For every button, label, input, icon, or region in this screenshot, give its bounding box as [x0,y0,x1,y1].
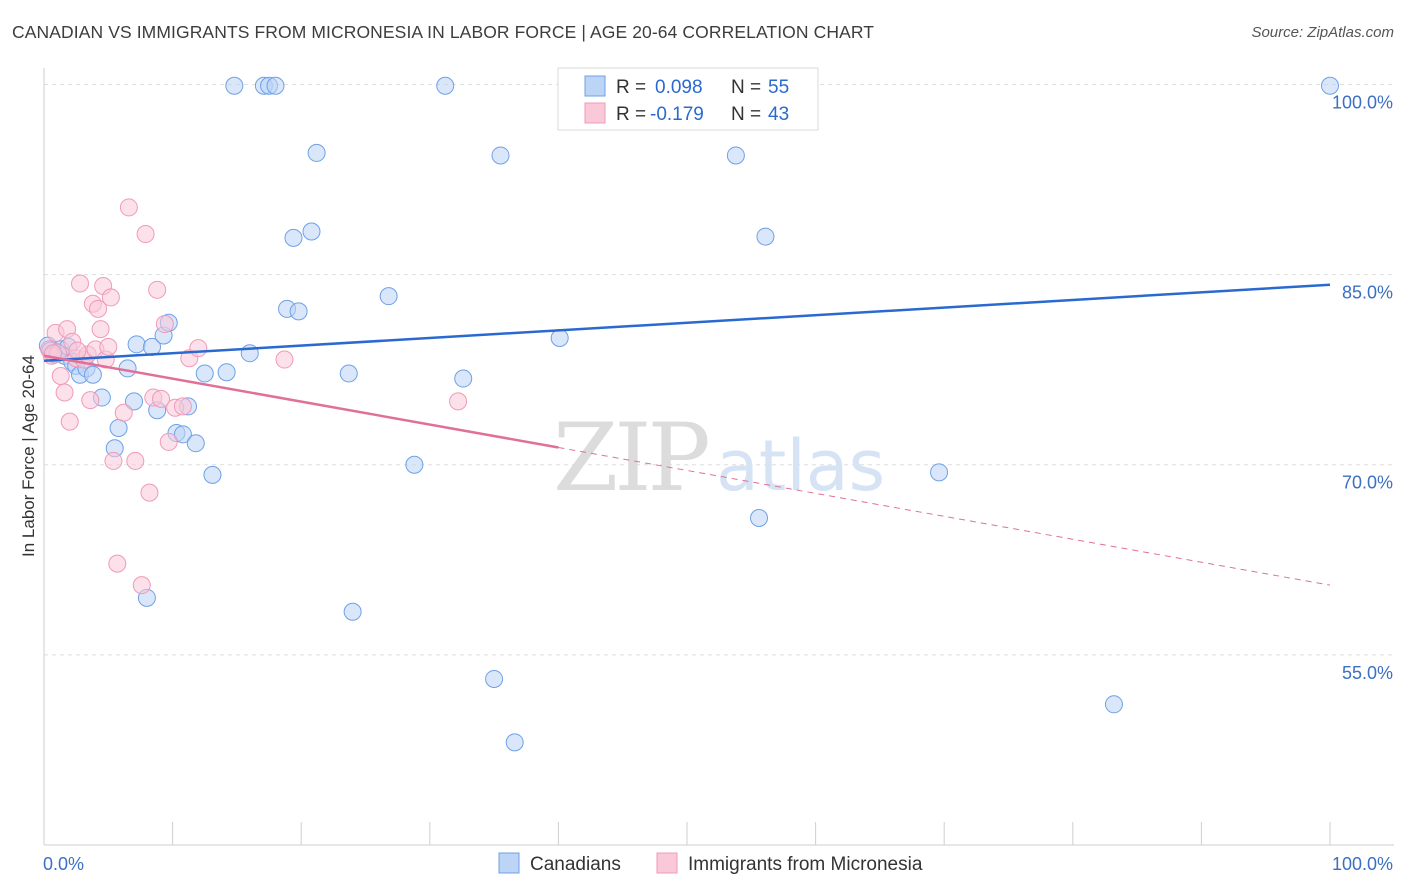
micronesia-point-24 [114,403,133,422]
micronesia-point-31 [148,280,167,299]
bottom-legend-label-canadians: Canadians [530,854,621,875]
micronesia-point-5 [55,383,74,402]
micronesia-point-27 [132,576,151,595]
micronesia-point-32 [152,389,171,408]
canadians-point-50 [726,146,745,165]
micronesia-point-20 [99,337,118,356]
micronesia-point-39 [275,350,294,369]
y-tick-label-1: 70.0% [1342,473,1393,493]
canadians-point-26 [186,434,205,453]
canadians-point-38 [302,222,321,241]
micronesia-point-40 [449,392,468,411]
canadians-trend-line [43,283,1331,363]
micronesia-point-34 [159,432,178,451]
micronesia-point-36 [173,397,192,416]
legend-r-value-micronesia: -0.179 [650,104,704,125]
legend-r-value-canadians: 0.098 [655,77,703,98]
micronesia-point-4 [51,367,70,386]
legend-swatch-canadians [584,75,606,97]
y-axis-title: In Labor Force | Age 20-64 [19,355,38,557]
canadians-point-29 [217,363,236,382]
zipatlas-watermark: ZIP atlas [553,404,885,513]
canadians-point-54 [1104,695,1123,714]
canadians-point-46 [485,669,504,688]
canadians-point-30 [225,76,244,95]
legend-n-label-canadians: N = [731,77,761,98]
trend-lines [43,283,1331,586]
canadians-point-45 [454,369,473,388]
canadians-point-42 [379,287,398,306]
axes [43,68,1394,846]
canadians-point-24 [173,425,192,444]
x-tick-label-0: 0.0% [43,854,84,874]
canadians-point-11 [83,365,102,384]
y-tick-labels: 55.0% 70.0% 85.0% 100.0% [1332,92,1393,682]
canadians-point-52 [756,227,775,246]
x-tick-labels: 0.0% 100.0% [43,854,1393,874]
chart-source: Source: ZipAtlas.com [1251,24,1394,41]
canadians-point-43 [405,455,424,474]
micronesia-point-16 [89,299,108,318]
watermark-zip: ZIP [553,404,707,513]
canadians-point-17 [127,335,146,354]
legend-n-value-canadians: 55 [768,77,789,98]
canadians-point-49 [550,328,569,347]
micronesia-point-26 [126,451,145,470]
canadians-point-39 [307,143,326,162]
canadians-point-47 [491,146,510,165]
canadians-point-27 [195,364,214,383]
bottom-legend-swatch-canadians [498,852,520,874]
micronesia-point-13 [81,391,100,410]
micronesia-point-22 [104,451,123,470]
micronesia-point-28 [136,225,155,244]
micronesia-point-29 [140,483,159,502]
canadians-point-36 [284,228,303,247]
canadians-point-55 [1321,76,1339,95]
canadians-point-51 [750,508,769,527]
stats-legend: R = 0.098 N = 55 R = -0.179 N = 43 [557,67,819,131]
data-points [38,76,1339,752]
watermark-atlas: atlas [716,425,885,507]
canadians-point-40 [339,364,358,383]
legend-r-label-micronesia: R = [616,104,646,125]
y-tick-label-3: 100.0% [1332,92,1393,112]
canadians-point-16 [125,392,144,411]
micronesia-point-7 [60,412,79,431]
legend-swatch-micronesia [584,102,606,124]
bottom-legend-swatch-micronesia [656,852,678,874]
canadians-point-53 [930,463,949,482]
y-tick-label-0: 55.0% [1342,663,1393,683]
micronesia-point-23 [108,554,127,573]
micronesia-point-25 [119,198,138,217]
y-tick-label-2: 85.0% [1342,283,1393,303]
micronesia-point-42 [68,341,87,360]
micronesia-point-17 [91,320,110,339]
micronesia-point-33 [155,315,174,334]
micronesia-trend-line-extension [558,447,1331,586]
legend-r-label-canadians: R = [616,77,646,98]
chart-title: CANADIAN VS IMMIGRANTS FROM MICRONESIA I… [12,22,875,42]
canadians-point-41 [343,602,362,621]
series-legend: Canadians Immigrants from Micronesia [498,852,923,875]
canadians-point-34 [266,76,285,95]
canadians-point-28 [203,465,222,484]
micronesia-point-10 [71,274,90,293]
x-ticks [43,822,1331,845]
canadians-point-48 [505,733,524,752]
canadians-point-44 [436,76,455,95]
micronesia-point-21 [101,288,120,307]
canadians-point-14 [109,418,128,437]
bottom-legend-label-micronesia: Immigrants from Micronesia [688,854,923,875]
legend-n-value-micronesia: 43 [768,104,789,125]
canadians-point-37 [289,302,308,321]
x-tick-label-1: 100.0% [1332,854,1393,874]
legend-n-label-micronesia: N = [731,104,761,125]
grid-lines [44,83,1394,656]
micronesia-trend-line [43,354,559,449]
micronesia-point-38 [189,339,208,358]
